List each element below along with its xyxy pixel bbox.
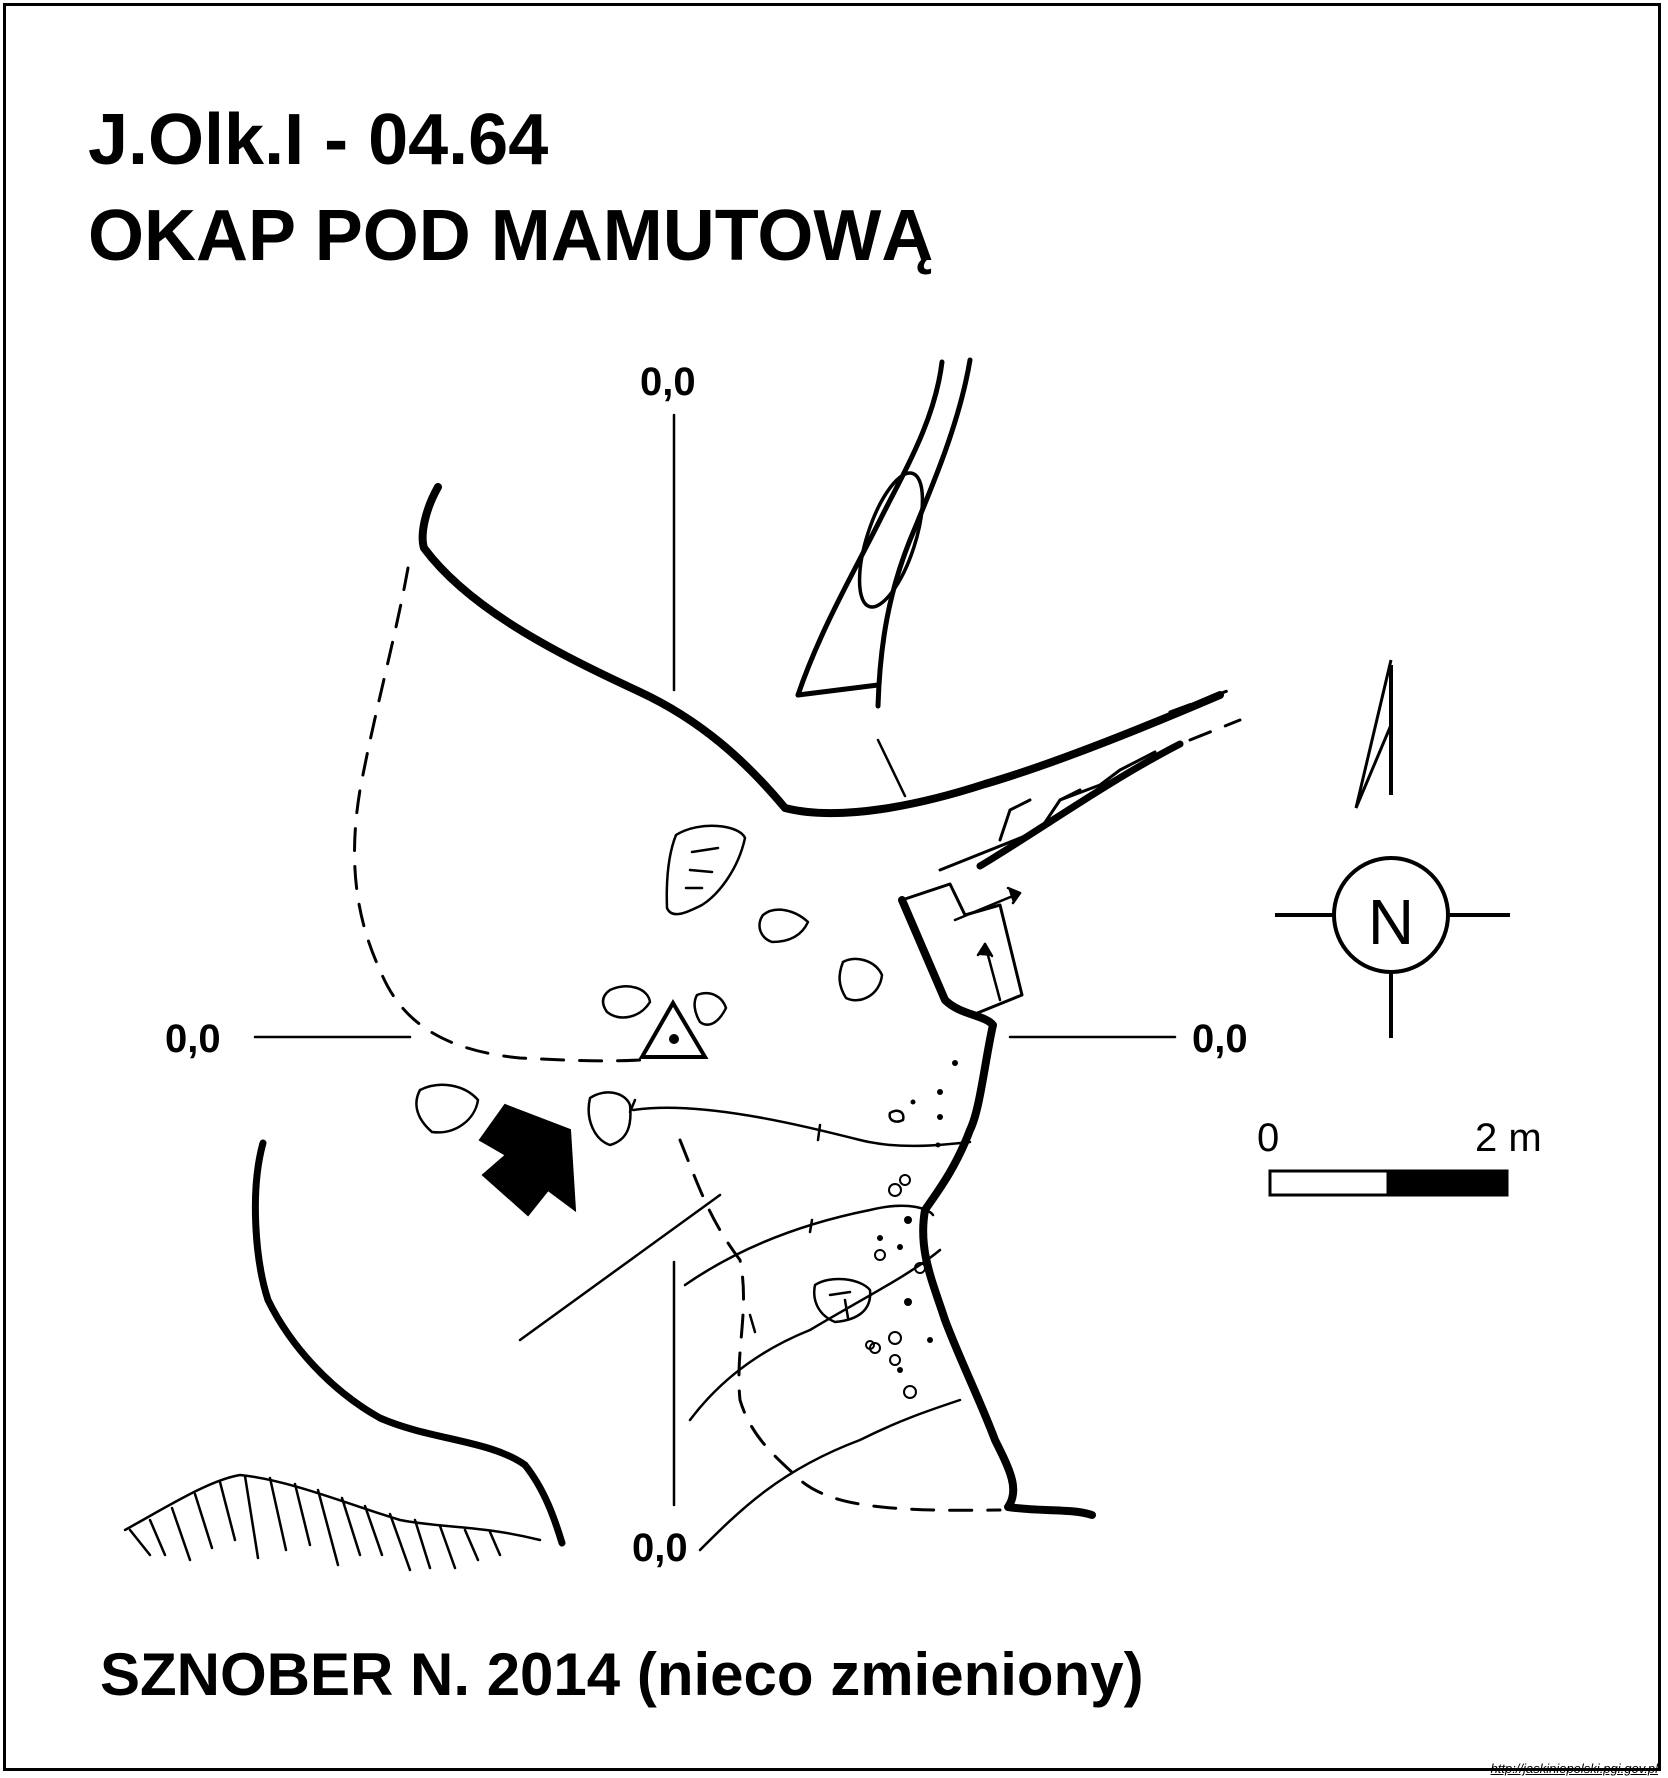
survey-point-triangle-icon bbox=[638, 999, 709, 1059]
slope-hatching bbox=[123, 1473, 542, 1572]
survey-arrows bbox=[953, 886, 1022, 1002]
north-arrow-icon bbox=[1275, 659, 1510, 1038]
sediment-boundaries bbox=[518, 738, 972, 1552]
north-letter: N bbox=[1367, 886, 1415, 958]
cave-wall-northeast bbox=[976, 740, 1184, 870]
cave-name: OKAP POD MAMUTOWĄ bbox=[88, 196, 934, 276]
cave-code: J.Olk.I - 04.64 bbox=[88, 100, 549, 180]
axis-label-left: 0,0 bbox=[165, 1017, 221, 1061]
scale-end-label: 2 m bbox=[1475, 1116, 1542, 1160]
drip-line bbox=[353, 566, 1242, 1512]
scale-bar bbox=[1268, 1169, 1509, 1197]
map-frame bbox=[3, 3, 1661, 1771]
axis-label-bottom: 0,0 bbox=[632, 1526, 688, 1570]
axis-label-top: 0,0 bbox=[640, 360, 696, 404]
scale-start-label: 0 bbox=[1257, 1116, 1280, 1160]
entrance-arrow-icon bbox=[478, 1103, 577, 1217]
cave-wall-north bbox=[418, 483, 1224, 818]
cave-wall-east bbox=[898, 896, 1096, 1519]
source-url: http://jaskiniepolski.pgi.gov.pl bbox=[1490, 1761, 1658, 1776]
rock-blocks bbox=[415, 824, 905, 1324]
author-credit: SZNOBER N. 2014 (nieco zmieniony) bbox=[100, 1641, 1144, 1708]
ledge-blocks bbox=[900, 750, 1157, 1016]
axis-label-right: 0,0 bbox=[1192, 1017, 1248, 1061]
scree-dots bbox=[877, 1060, 958, 1373]
axis-lines bbox=[253, 413, 1177, 1507]
scree-stones bbox=[865, 1174, 926, 1399]
cave-wall-southwest bbox=[251, 1139, 566, 1547]
upper-passage bbox=[795, 357, 973, 709]
